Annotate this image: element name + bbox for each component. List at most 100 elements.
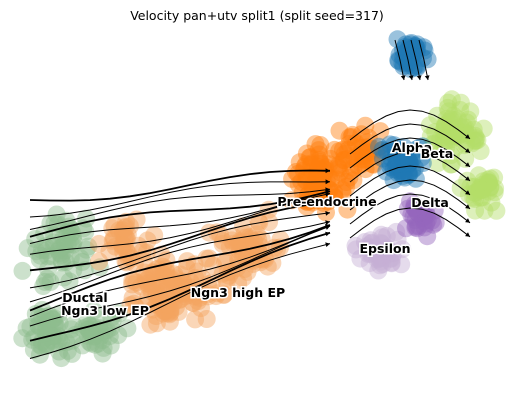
point-pre-endocrine — [344, 158, 363, 177]
point-ductal — [63, 344, 81, 363]
point-ngn3-high-ep — [248, 225, 266, 244]
point-epsilon — [364, 240, 383, 259]
point-pre-endocrine — [289, 164, 308, 183]
point-ductal — [13, 329, 32, 348]
streamline — [29, 243, 331, 359]
streamline-arrow — [465, 190, 470, 195]
point-alpha — [406, 41, 425, 60]
point-ngn3-low-ep — [85, 324, 104, 343]
point-ngn3-high-ep — [154, 304, 173, 323]
point-alpha — [406, 140, 425, 159]
streamline — [402, 39, 413, 81]
point-pre-endocrine — [343, 125, 362, 144]
point-ductal — [37, 334, 56, 353]
point-beta — [473, 180, 492, 199]
point-pre-endocrine — [325, 140, 344, 159]
point-pre-endocrine — [327, 170, 346, 189]
cluster-label-alpha: Alpha — [392, 140, 432, 155]
point-epsilon — [388, 230, 407, 249]
streamline — [29, 212, 331, 289]
streamline-arrow — [325, 225, 330, 230]
point-ngn3-high-ep — [155, 302, 174, 321]
point-epsilon — [369, 249, 388, 268]
point-alpha — [406, 169, 425, 188]
point-beta — [428, 106, 447, 125]
point-alpha — [403, 161, 422, 180]
point-epsilon — [382, 254, 401, 273]
point-ngn3-high-ep — [199, 284, 217, 303]
streamline — [29, 200, 331, 272]
point-delta — [422, 211, 441, 230]
point-beta — [458, 171, 477, 190]
point-beta — [481, 178, 500, 197]
point-ductal — [77, 240, 96, 259]
streamline — [29, 225, 331, 327]
point-ngn3-high-ep — [115, 237, 134, 255]
streamline — [29, 221, 331, 303]
point-alpha — [398, 156, 417, 175]
point-ngn3-high-ep — [166, 269, 185, 288]
point-alpha — [394, 155, 413, 173]
point-ngn3-low-ep — [118, 319, 137, 338]
point-pre-endocrine — [338, 149, 357, 168]
point-ngn3-high-ep — [214, 286, 233, 304]
point-ductal — [25, 328, 44, 347]
point-beta — [487, 201, 506, 220]
point-ngn3-high-ep — [260, 213, 278, 232]
point-beta — [443, 130, 462, 149]
point-pre-endocrine — [290, 153, 309, 172]
point-beta — [465, 190, 484, 208]
point-beta — [449, 110, 467, 129]
point-epsilon — [362, 234, 381, 253]
point-ngn3-low-ep — [94, 338, 113, 357]
point-pre-endocrine — [329, 155, 348, 174]
point-epsilon — [358, 237, 377, 256]
point-ngn3-high-ep — [174, 273, 193, 292]
point-ngn3-low-ep — [100, 327, 119, 346]
point-alpha — [406, 158, 424, 177]
point-pre-endocrine — [357, 150, 376, 168]
point-alpha — [391, 147, 410, 166]
point-ngn3-high-ep — [116, 228, 134, 247]
streamline — [349, 109, 471, 141]
point-beta — [440, 124, 459, 143]
point-ngn3-high-ep — [161, 300, 180, 319]
point-ngn3-high-ep — [153, 257, 172, 276]
point-pre-endocrine — [311, 154, 330, 173]
point-pre-endocrine — [333, 184, 352, 203]
point-alpha — [399, 165, 418, 184]
point-beta — [463, 134, 482, 153]
point-ductal — [24, 340, 43, 359]
point-beta — [439, 102, 458, 121]
point-ngn3-high-ep — [158, 275, 177, 294]
point-pre-endocrine — [352, 125, 371, 144]
point-beta — [470, 178, 489, 197]
point-pre-endocrine — [329, 159, 348, 178]
streamline-arrow — [424, 75, 430, 80]
streamline-arrow — [465, 218, 470, 223]
point-beta — [466, 131, 485, 150]
point-ductal — [45, 334, 64, 353]
point-pre-endocrine — [342, 128, 361, 146]
point-beta — [435, 135, 454, 154]
point-epsilon — [367, 241, 386, 260]
point-ngn3-low-ep — [79, 326, 97, 345]
point-beta — [479, 182, 498, 201]
point-ductal — [27, 242, 46, 261]
point-alpha — [398, 41, 417, 60]
point-ductal — [36, 272, 54, 291]
point-ngn3-high-ep — [162, 270, 181, 288]
point-alpha — [414, 38, 433, 57]
point-beta — [436, 115, 454, 134]
point-pre-endocrine — [368, 147, 387, 166]
chart-title: Velocity pan+utv split1 (split seed=317) — [130, 8, 384, 23]
point-epsilon — [378, 242, 397, 260]
point-beta — [434, 129, 453, 148]
point-ngn3-low-ep — [98, 321, 117, 340]
point-pre-endocrine — [320, 155, 339, 174]
point-ngn3-low-ep — [82, 334, 101, 353]
point-epsilon — [360, 254, 379, 273]
point-ductal — [73, 252, 92, 271]
point-beta — [456, 123, 475, 142]
point-beta — [444, 106, 463, 125]
